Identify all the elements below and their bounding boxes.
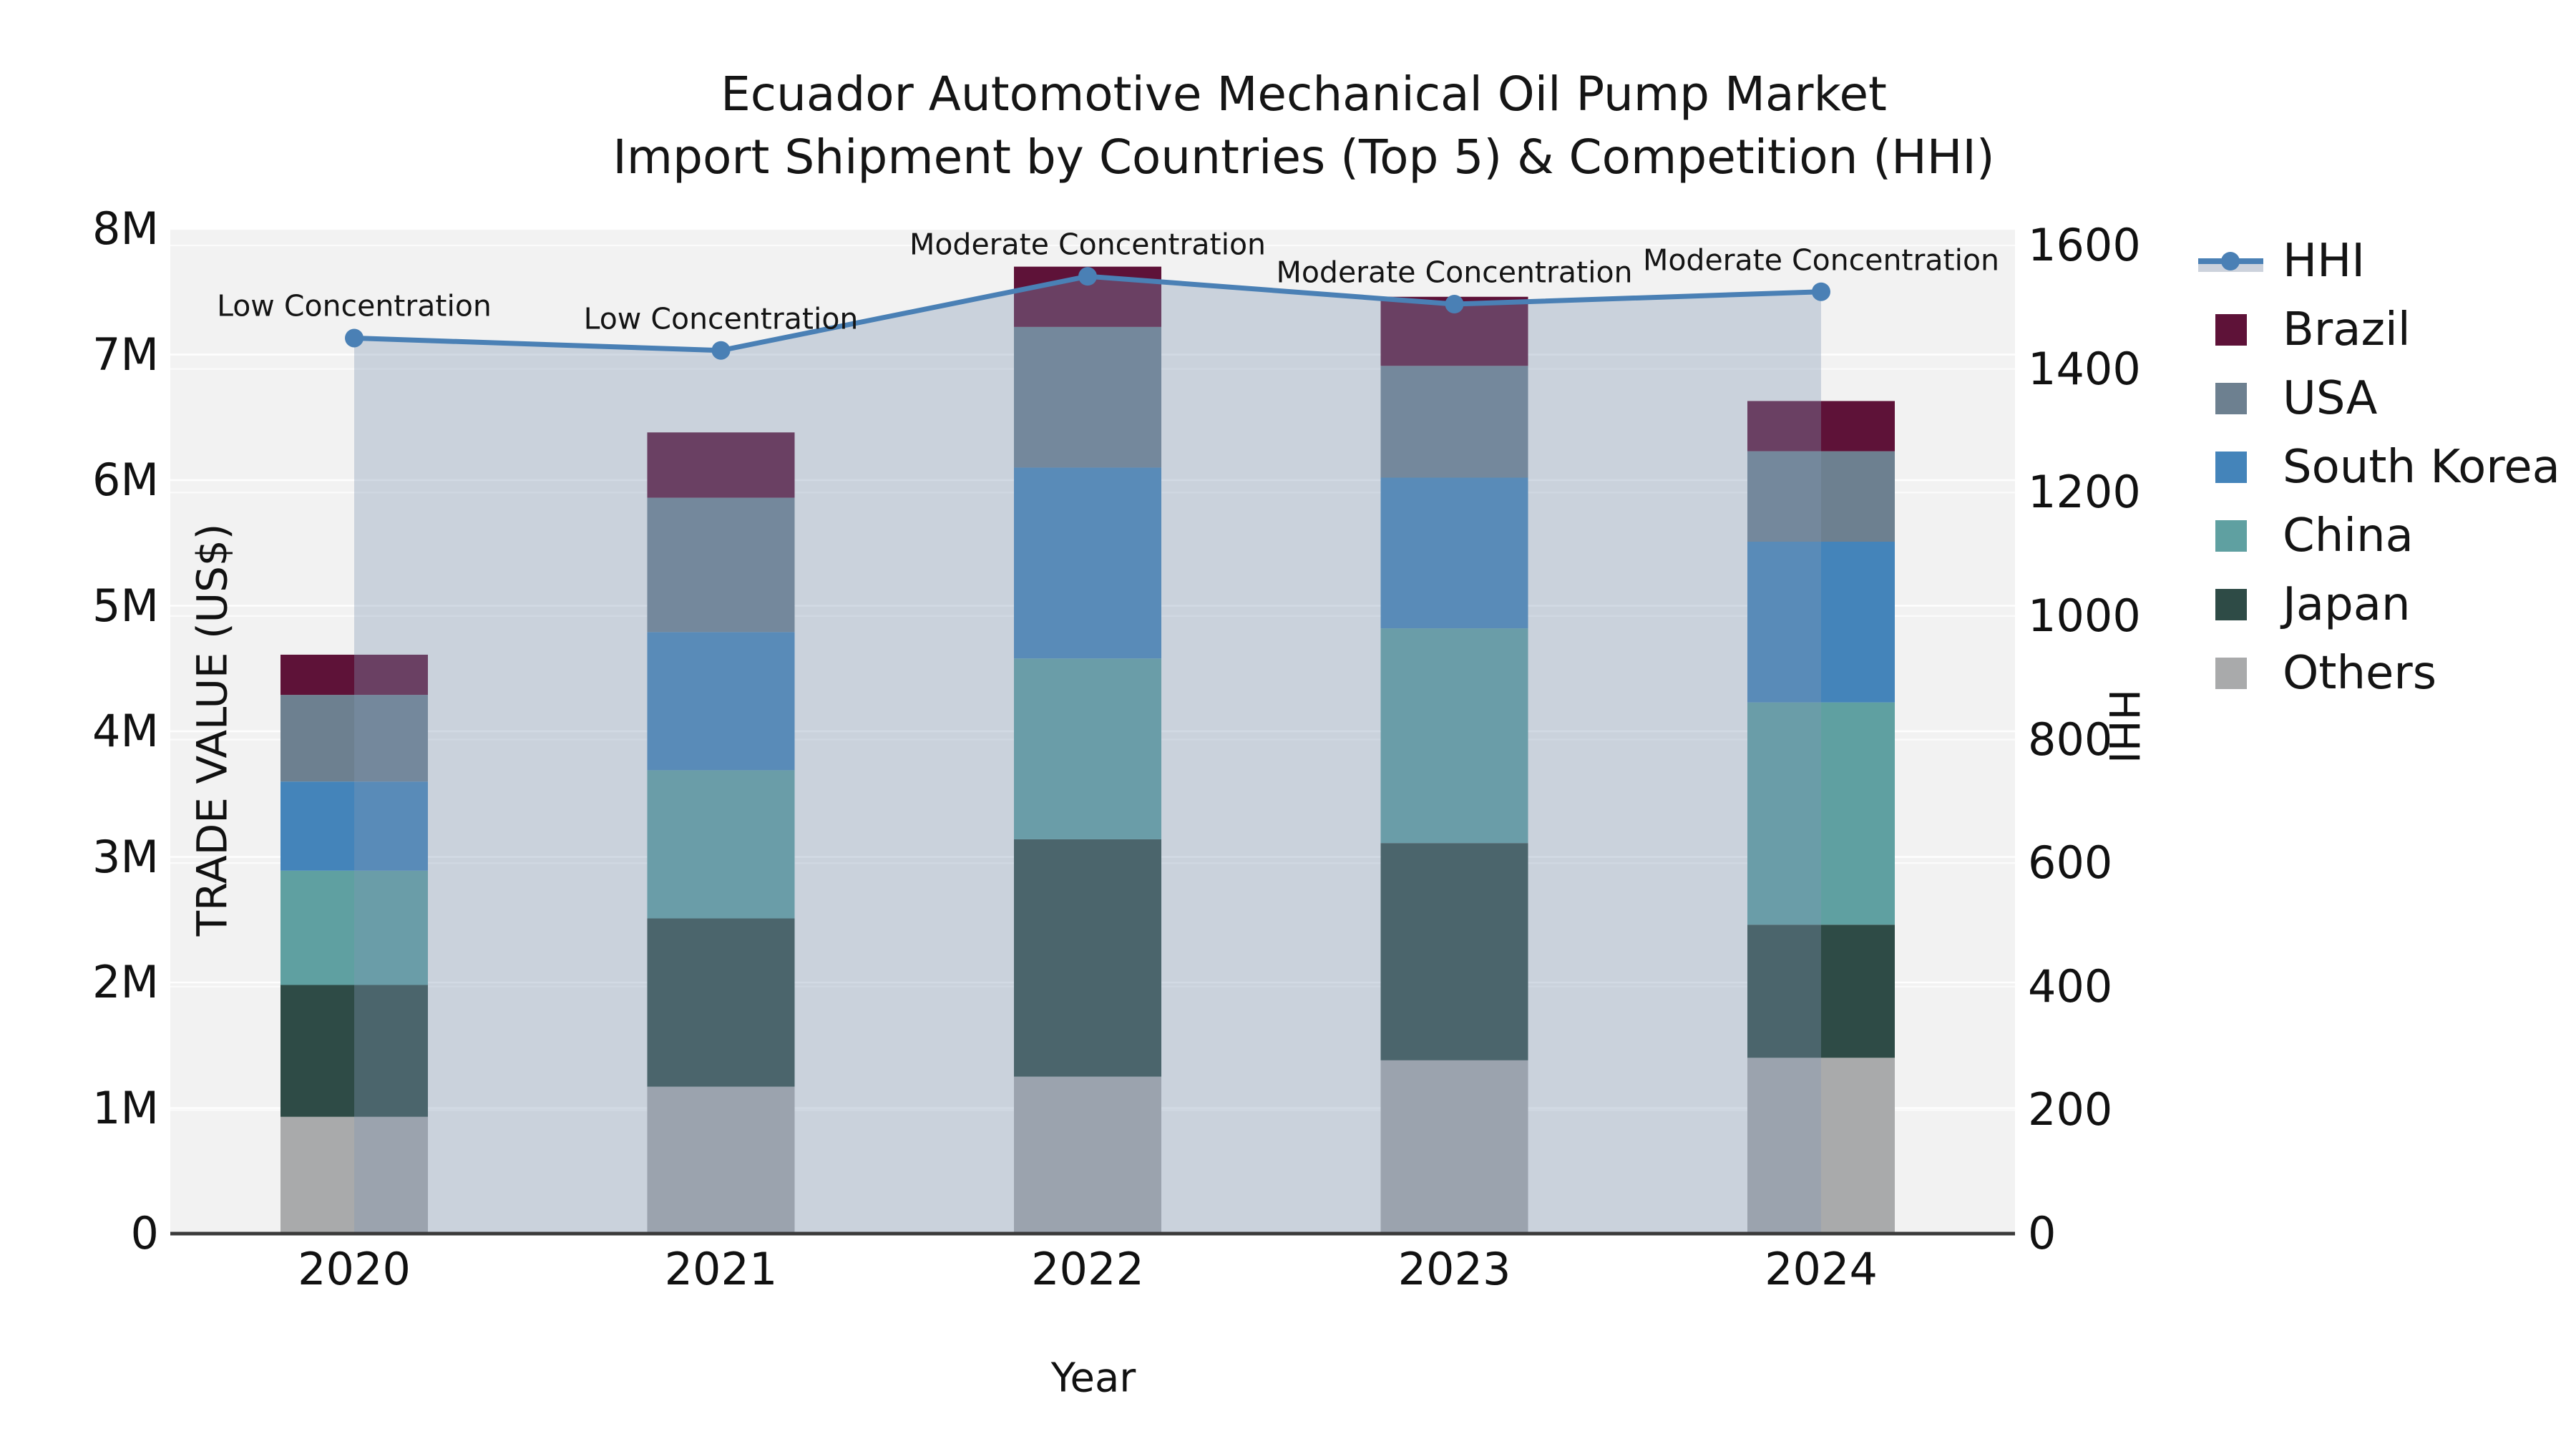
bar-segment-south-korea-2024 <box>1747 541 1895 703</box>
hhi-marker-2020 <box>345 328 364 348</box>
hhi-line-legend-sample <box>2198 243 2263 280</box>
usa-color-swatch-icon <box>2198 383 2263 414</box>
legend-label: South Korea <box>2283 441 2560 494</box>
bar-segment-usa-2024 <box>1747 451 1895 542</box>
concentration-annotation-2020: Low Concentration <box>217 288 492 323</box>
japan-color-swatch-icon <box>2198 589 2263 620</box>
hhi-area-fill <box>354 276 1821 1234</box>
y-right-tick-400: 400 <box>2028 960 2113 1013</box>
legend-item-hhi: HHI <box>2198 227 2560 296</box>
bar-segment-usa-2023 <box>1380 366 1528 478</box>
bar-segment-brazil-2020 <box>280 654 428 696</box>
legend-item-brazil: Brazil <box>2198 296 2560 364</box>
legend-label: USA <box>2283 372 2378 425</box>
y-left-tick-0: 0 <box>130 1207 159 1259</box>
hhi-marker-2021 <box>711 341 731 360</box>
legend-label: Brazil <box>2283 303 2411 356</box>
bar-segment-usa-2021 <box>647 497 795 633</box>
y-right-tick-1200: 1200 <box>2028 466 2141 519</box>
y-right-tick-1600: 1600 <box>2028 219 2141 271</box>
legend-label: Others <box>2283 647 2437 700</box>
legend-label: China <box>2283 509 2414 562</box>
y-left-tick-2M: 2M <box>92 956 159 1008</box>
x-tick-2023: 2023 <box>1397 1243 1511 1295</box>
hhi-line-icon <box>2198 252 2263 272</box>
bar-segment-usa-2020 <box>280 695 428 782</box>
y-right-tick-600: 600 <box>2028 836 2113 889</box>
y-right-tick-800: 800 <box>2028 713 2113 766</box>
bar-segment-japan-2022 <box>1014 839 1161 1077</box>
bar-segment-brazil-2021 <box>647 432 795 498</box>
legend-item-south-korea: South Korea <box>2198 433 2560 502</box>
hhi-marker-2022 <box>1078 267 1097 286</box>
y-left-tick-4M: 4M <box>92 705 159 757</box>
color-swatch <box>2215 589 2247 620</box>
bar-segment-china-2022 <box>1014 658 1161 839</box>
bar-segment-china-2023 <box>1380 628 1528 844</box>
bar-segment-others-2021 <box>647 1086 795 1234</box>
bar-segment-japan-2021 <box>647 918 795 1087</box>
y-left-tick-1M: 1M <box>92 1081 159 1134</box>
legend: HHI Brazil USA South Korea China Japan Others <box>2198 227 2560 708</box>
bar-segment-south-korea-2023 <box>1380 477 1528 629</box>
y-right-tick-1400: 1400 <box>2028 342 2141 395</box>
y-right-tick-1000: 1000 <box>2028 589 2141 642</box>
concentration-annotation-2023: Moderate Concentration <box>1276 255 1633 290</box>
y-axis-label-left: TRADE VALUE (US$) <box>187 523 237 937</box>
chart-title-line2: Import Shipment by Countries (Top 5) & C… <box>613 130 1995 185</box>
color-swatch <box>2215 520 2247 552</box>
hhi-marker-2024 <box>1812 282 1830 301</box>
legend-item-japan: Japan <box>2198 570 2560 639</box>
bar-segment-south-korea-2021 <box>647 632 795 771</box>
bar-segment-others-2022 <box>1014 1076 1161 1234</box>
bar-segment-japan-2020 <box>280 985 428 1117</box>
bar-segment-brazil-2024 <box>1747 401 1895 452</box>
concentration-annotation-2021: Low Concentration <box>583 301 859 336</box>
x-tick-2020: 2020 <box>298 1243 411 1295</box>
x-tick-2024: 2024 <box>1765 1243 1878 1295</box>
legend-item-usa: USA <box>2198 364 2560 433</box>
y-left-tick-6M: 6M <box>92 454 159 506</box>
chart-title: Ecuador Automotive Mechanical Oil Pump M… <box>613 63 1994 189</box>
bar-segment-south-korea-2022 <box>1014 467 1161 659</box>
south-korea-color-swatch-icon <box>2198 452 2263 483</box>
y-left-tick-5M: 5M <box>92 579 159 632</box>
y-right-tick-200: 200 <box>2028 1083 2113 1136</box>
chart-title-line1: Ecuador Automotive Mechanical Oil Pump M… <box>721 67 1887 122</box>
brazil-color-swatch-icon <box>2198 314 2263 346</box>
bar-segment-china-2021 <box>647 770 795 919</box>
concentration-annotation-2022: Moderate Concentration <box>909 227 1267 262</box>
legend-item-china: China <box>2198 502 2560 570</box>
bar-segment-usa-2022 <box>1014 326 1161 468</box>
bar-segment-japan-2023 <box>1380 843 1528 1060</box>
legend-label: Japan <box>2283 578 2411 631</box>
y-left-tick-3M: 3M <box>92 830 159 883</box>
bar-segment-china-2020 <box>280 870 428 985</box>
color-swatch <box>2215 452 2247 483</box>
bar-segment-others-2023 <box>1380 1060 1528 1234</box>
bar-segment-china-2024 <box>1747 702 1895 925</box>
color-swatch <box>2215 658 2247 689</box>
x-tick-2022: 2022 <box>1031 1243 1144 1295</box>
y-left-tick-7M: 7M <box>92 328 159 381</box>
legend-label: HHI <box>2283 235 2366 288</box>
others-color-swatch-icon <box>2198 658 2263 689</box>
concentration-annotation-2024: Moderate Concentration <box>1642 243 2000 278</box>
hhi-marker-2023 <box>1445 294 1464 313</box>
color-swatch <box>2215 383 2247 414</box>
china-color-swatch-icon <box>2198 520 2263 552</box>
y-right-tick-0: 0 <box>2028 1207 2057 1259</box>
bar-segment-south-korea-2020 <box>280 781 428 871</box>
legend-item-others: Others <box>2198 639 2560 708</box>
bar-segment-japan-2024 <box>1747 924 1895 1058</box>
y-left-tick-8M: 8M <box>92 203 159 255</box>
bar-segment-others-2024 <box>1747 1058 1895 1234</box>
x-tick-2021: 2021 <box>664 1243 778 1295</box>
bar-segment-others-2020 <box>280 1116 428 1234</box>
x-axis-label: Year <box>1050 1355 1136 1402</box>
color-swatch <box>2215 314 2247 346</box>
